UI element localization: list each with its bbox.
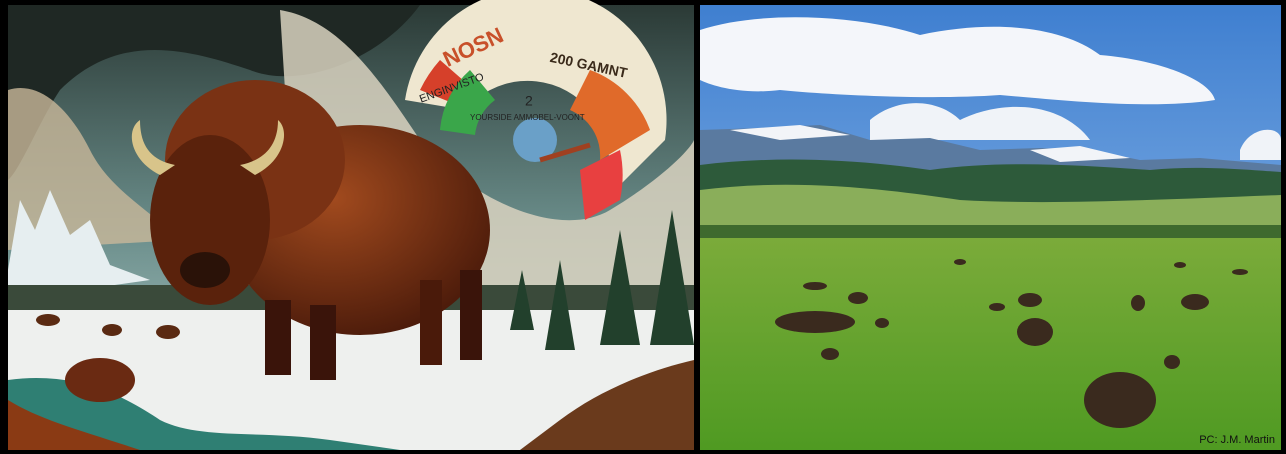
gauge-text: YOURSIDE AMMOBEL-VOONT xyxy=(470,113,585,122)
left-image: NOSN ENGINVISTO 200 GAMNT 2 YOURSIDE AMM… xyxy=(8,0,694,450)
leg xyxy=(420,280,442,365)
bison xyxy=(1232,269,1248,275)
small-bison xyxy=(65,358,135,402)
bison xyxy=(821,348,839,360)
head xyxy=(150,135,270,305)
small-bison xyxy=(156,325,180,339)
tree xyxy=(545,260,575,350)
bison xyxy=(775,311,855,333)
leg xyxy=(310,305,336,380)
right-image: PC: J.M. Martin xyxy=(700,5,1281,450)
gauge-text: 2 xyxy=(525,93,533,109)
small-bison xyxy=(36,314,60,326)
bison xyxy=(989,303,1005,311)
cloud xyxy=(1240,129,1281,160)
herd xyxy=(775,259,1248,428)
gauge-face xyxy=(405,0,667,215)
snow-caps xyxy=(730,125,1130,162)
bison xyxy=(875,318,889,328)
leg xyxy=(460,270,482,360)
small-bison xyxy=(102,324,122,336)
treeline xyxy=(700,225,1281,240)
photo-credit: PC: J.M. Martin xyxy=(1199,434,1275,446)
leg xyxy=(265,300,291,375)
trees xyxy=(510,210,694,350)
horn xyxy=(131,120,175,175)
cloud xyxy=(870,103,1090,140)
bison xyxy=(1018,293,1042,307)
gauge-segment xyxy=(440,70,495,135)
gauge-segment xyxy=(570,70,650,160)
grass xyxy=(520,360,694,450)
muzzle xyxy=(180,252,230,288)
bison xyxy=(803,282,827,290)
horn xyxy=(240,120,285,175)
bison xyxy=(1084,372,1156,428)
gauge: NOSN ENGINVISTO 200 GAMNT 2 YOURSIDE AMM… xyxy=(405,0,667,220)
grass xyxy=(8,400,140,450)
bison xyxy=(1181,294,1209,310)
bison xyxy=(36,80,490,402)
globe xyxy=(513,118,557,162)
gauge-segment xyxy=(580,150,623,220)
cloud xyxy=(700,17,1215,105)
tree xyxy=(650,210,694,345)
mountains xyxy=(8,190,150,300)
bison xyxy=(1017,318,1053,346)
bison xyxy=(848,292,868,304)
bison xyxy=(1131,295,1145,311)
tree xyxy=(600,230,640,345)
field xyxy=(700,238,1281,450)
bison xyxy=(1164,355,1180,369)
needle xyxy=(539,142,591,163)
tree xyxy=(510,270,534,330)
bison xyxy=(1174,262,1186,268)
bison xyxy=(954,259,966,265)
